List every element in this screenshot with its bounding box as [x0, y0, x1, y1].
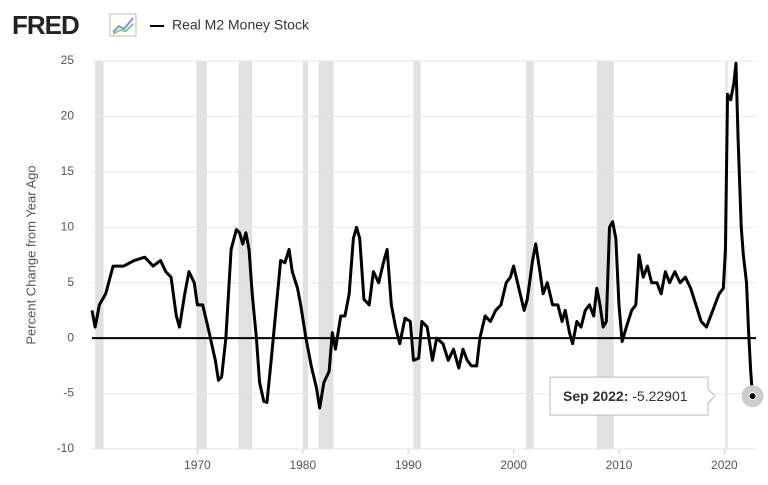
- tooltip-label: Sep 2022:: [563, 388, 628, 404]
- recession-band: [413, 61, 421, 449]
- x-tick-label: 1970: [184, 458, 211, 472]
- y-tick-label: 10: [61, 219, 75, 233]
- recession-band: [526, 61, 534, 449]
- y-tick-label: -5: [63, 386, 74, 400]
- x-tick-label: 2020: [711, 458, 738, 472]
- recession-band: [318, 61, 334, 449]
- recession-band: [302, 61, 309, 449]
- y-tick-label: 0: [67, 330, 74, 344]
- tooltip-text: Sep 2022: -5.22901: [563, 388, 688, 404]
- x-tick-label: 1980: [289, 458, 316, 472]
- y-tick-label: -10: [57, 441, 75, 455]
- recession-band: [596, 61, 614, 449]
- recession-band: [196, 61, 207, 449]
- logo: FRED: [12, 10, 79, 40]
- recession-band: [95, 61, 104, 449]
- logo-icon: [109, 13, 137, 37]
- tooltip-box: [549, 376, 716, 416]
- y-axis-label: Percent Change from Year Ago: [23, 165, 38, 344]
- y-tick-label: 20: [61, 109, 75, 123]
- x-tick-label: 1990: [395, 458, 422, 472]
- x-tick-label: 2010: [606, 458, 633, 472]
- y-tick-label: 25: [61, 53, 75, 67]
- hover-point: [748, 392, 757, 401]
- tooltip-value: -5.22901: [632, 388, 687, 404]
- data-line: [90, 61, 755, 410]
- y-tick-label: 15: [61, 164, 75, 178]
- legend-label: Real M2 Money Stock: [172, 17, 310, 33]
- tooltip: Sep 2022: -5.22901: [549, 376, 716, 416]
- y-tick-label: 5: [67, 275, 74, 289]
- recession-band: [238, 61, 253, 449]
- x-tick-label: 2000: [500, 458, 527, 472]
